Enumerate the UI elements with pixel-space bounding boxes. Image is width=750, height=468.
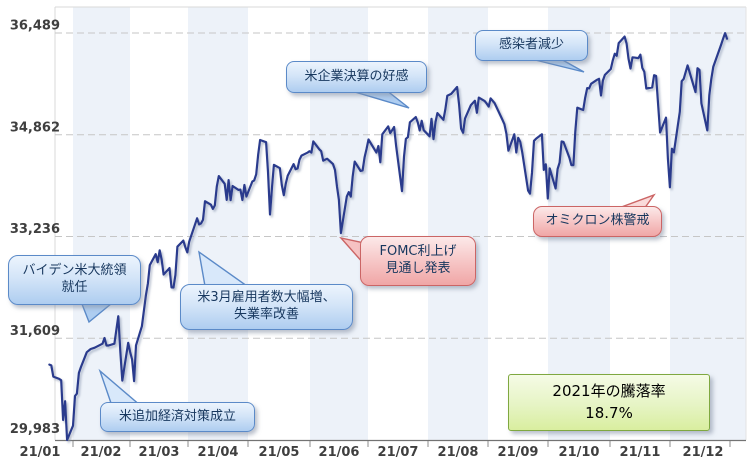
callout-fomc: FOMC利上げ 見通し発表	[360, 236, 476, 286]
callout-omicron: オミクロン株警戒	[533, 206, 662, 237]
x-axis-label: 21/11	[620, 445, 661, 460]
callout-earnings: 米企業決算の好感	[286, 61, 427, 93]
x-axis-label: 21/04	[198, 445, 239, 460]
x-axis-label: 21/12	[683, 445, 724, 460]
callout-earnings-line1: 米企業決算の好感	[304, 68, 409, 84]
x-axis-label: 21/05	[259, 445, 300, 460]
y-axis-label: 31,609	[10, 324, 60, 339]
callout-infections: 感染者減少	[475, 30, 588, 61]
x-axis-label: 21/02	[81, 445, 122, 460]
callout-fomc-line2: 見通し発表	[385, 261, 451, 276]
callout-relief-line1: 米追加経済対策成立	[118, 408, 236, 424]
callout-jobs-line1: 米3月雇用者数大幅増、	[197, 290, 336, 306]
x-axis-label: 21/06	[319, 445, 360, 460]
y-axis-label: 36,489	[10, 19, 60, 34]
callout-biden-line2: 就任	[61, 280, 88, 295]
callout-jobs-line2: 失業率改善	[233, 307, 299, 322]
x-axis-label: 21/01	[20, 445, 61, 460]
month-band	[188, 7, 248, 440]
price-line	[48, 32, 729, 442]
x-axis-label: 21/07	[378, 445, 419, 460]
performance-box-label: 2021年の騰落率	[552, 381, 666, 400]
performance-box-value: 18.7%	[585, 403, 633, 422]
x-axis-label: 21/10	[559, 445, 600, 460]
callout-relief: 米追加経済対策成立	[100, 402, 255, 432]
y-axis-label: 34,862	[10, 120, 60, 135]
x-axis-label: 21/03	[139, 445, 180, 460]
callout-jobs: 米3月雇用者数大幅増、 失業率改善	[180, 284, 353, 330]
callout-fomc-line1: FOMC利上げ	[379, 244, 457, 260]
x-axis-label: 21/08	[438, 445, 479, 460]
callout-infections-line1: 感染者減少	[498, 37, 564, 53]
month-band	[428, 7, 488, 440]
callout-biden: バイデン米大統領 就任	[8, 255, 141, 305]
x-axis-label: 21/09	[498, 445, 539, 460]
y-axis-label: 29,983	[10, 422, 60, 437]
y-axis-label: 33,236	[10, 222, 60, 237]
performance-box: 2021年の騰落率 18.7%	[508, 374, 710, 431]
callout-omicron-line1: オミクロン株警戒	[545, 213, 650, 229]
callout-biden-line1: バイデン米大統領	[22, 263, 127, 279]
